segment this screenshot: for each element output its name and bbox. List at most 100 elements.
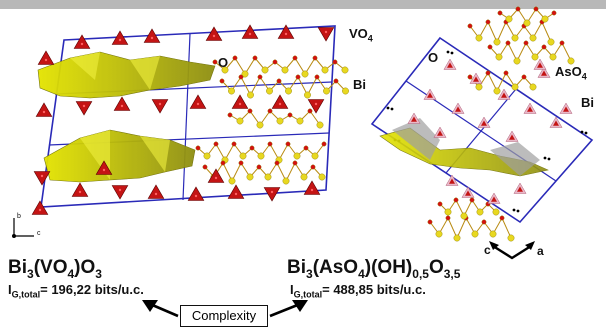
right-axis-a-head: [525, 241, 535, 250]
aso4-tetrahedron: [465, 190, 471, 196]
vo4-tetrahedron-center: [278, 102, 282, 106]
left-chain-atom: [293, 152, 301, 160]
aso4-tetrahedron: [447, 62, 453, 68]
vo4-tetrahedron-center: [270, 190, 274, 194]
right-chain-atom: [467, 23, 473, 29]
aso4-tetrahedron: [455, 106, 461, 112]
right-chain-atom: [505, 40, 511, 46]
vo4-tetrahedron-center: [150, 36, 154, 40]
left-chain-atom: [228, 87, 235, 95]
vo4-tetrahedron-center: [118, 38, 122, 42]
right-chain-atom: [427, 219, 433, 225]
left-chain-atom: [311, 152, 319, 160]
oh-dot: [386, 106, 390, 110]
left-chain-atom: [303, 145, 309, 151]
right-axis-c-label: c: [484, 243, 491, 257]
oh-dot: [543, 156, 547, 160]
left-bi-chains: [195, 55, 349, 185]
vo4-tetrahedron: [143, 28, 161, 43]
right-chain-atom: [529, 83, 537, 91]
left-chain-atom: [247, 91, 254, 99]
left-chain-atom: [296, 117, 304, 125]
left-chain-atom: [221, 66, 229, 74]
vo4-tetrahedron-center: [78, 190, 82, 194]
right-chain-atom: [505, 15, 513, 23]
left-chain-atom: [314, 74, 320, 80]
complexity-label: Complexity: [191, 308, 257, 323]
left-chain-atom: [285, 87, 292, 95]
left-chain-atom: [239, 152, 247, 160]
vo4-tetrahedron: [263, 187, 281, 202]
vo4-tetrahedron: [231, 94, 249, 109]
left-chain-atom: [195, 145, 201, 151]
vo4-tetrahedron-center: [314, 102, 318, 106]
left-chain-atom: [264, 173, 272, 181]
left-chain-atom: [219, 78, 225, 84]
vo4-tetrahedron: [277, 24, 295, 39]
right-chain-atom: [515, 6, 521, 12]
vo4-tetrahedron-center: [214, 176, 218, 180]
left-chain-atom: [252, 55, 258, 61]
vo4-tetrahedron: [207, 168, 225, 183]
oh-dot: [547, 157, 551, 161]
left-chain-atom: [292, 160, 298, 166]
vo4-tetrahedron-center: [234, 192, 238, 196]
left-chain-atom: [238, 160, 244, 166]
right-axis-lines: [492, 244, 532, 260]
right-chain-atom: [460, 212, 468, 220]
oh-dot: [516, 209, 520, 213]
left-chain-atom: [301, 70, 309, 78]
left-chain-atom: [285, 141, 291, 147]
right-chain-atom: [541, 15, 549, 23]
left-chain-atom: [247, 108, 253, 114]
vo4-tetrahedron: [35, 102, 53, 117]
aso4-tetrahedron: [427, 92, 433, 98]
right-chain-atom: [559, 40, 565, 46]
right-chain-atom: [453, 234, 461, 242]
right-chain-atom: [485, 19, 491, 25]
complexity-arrow-left: [149, 302, 179, 318]
left-chain-atom: [220, 160, 226, 166]
right-axis-a-label: a: [537, 244, 544, 258]
left-chain-atom: [227, 112, 233, 118]
oh-dot: [584, 131, 588, 135]
aso4-tetrahedron: [481, 120, 487, 126]
right-chain-bond: [487, 21, 498, 43]
vo4-tetrahedron-center: [40, 174, 44, 178]
right-chain-atom: [533, 6, 539, 12]
right-chain-atom: [523, 40, 529, 46]
right-chain-atom: [445, 215, 451, 221]
complexity-arrow-right: [269, 302, 301, 318]
vo4-tetrahedron: [71, 182, 89, 197]
left-chain-atom: [276, 117, 284, 125]
left-chain-atom: [272, 59, 278, 65]
right-chain-atom: [475, 34, 483, 42]
vo4-tetrahedron: [33, 171, 51, 186]
aso4-tetrahedron: [563, 106, 569, 112]
left-vo4-tetrahedra: [31, 24, 335, 215]
vo4-tetrahedron: [317, 27, 335, 42]
right-bi-polyhedra: [379, 118, 549, 177]
vo4-tetrahedron-center: [120, 104, 124, 108]
axis-indicators: [12, 218, 535, 260]
left-cell-line: [182, 33, 191, 201]
left-formula: Bi3(VO4)O3: [8, 257, 102, 281]
vo4-tetrahedron-center: [154, 192, 158, 196]
left-chain-atom: [256, 164, 262, 170]
vo4-tetrahedron: [147, 184, 165, 199]
complexity-box: Complexity: [180, 305, 268, 327]
aso4-tetrahedron: [473, 76, 479, 82]
right-grey-polyhedron: [392, 118, 440, 160]
aso4-tetrahedron: [501, 92, 507, 98]
aso4-tetrahedron: [411, 116, 417, 122]
left-chain-atom: [276, 78, 282, 84]
vo4-label: VO4: [349, 26, 373, 44]
left-chain-atom: [231, 141, 237, 147]
vo4-tetrahedron-center: [238, 102, 242, 106]
right-formula: Bi3(AsO4)(OH)0,5O3,5: [287, 257, 461, 281]
left-chain-atom: [238, 74, 244, 80]
vo4-tetrahedron-center: [196, 102, 200, 106]
left-chain-atom: [257, 152, 265, 160]
complexity-arrow-right-head: [292, 300, 308, 312]
left-chain-atom: [228, 177, 236, 185]
